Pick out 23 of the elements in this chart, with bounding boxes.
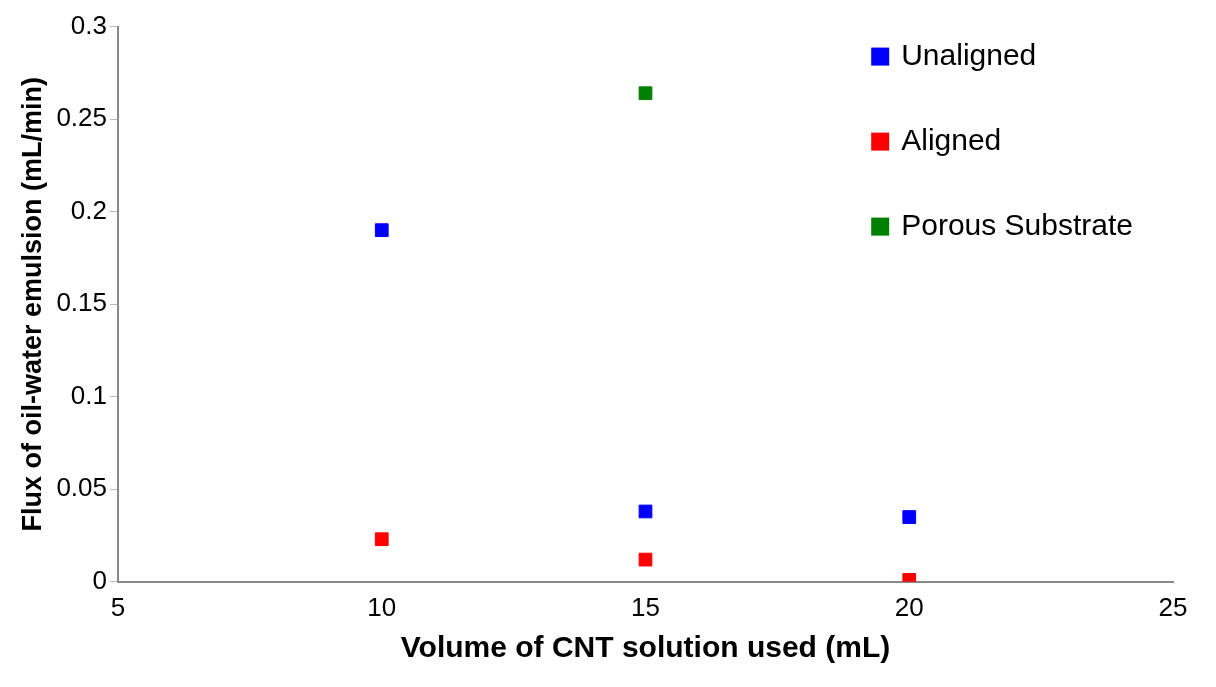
y-tick-label: 0.15 [56,287,107,318]
y-tick-label: 0.1 [70,379,107,410]
legend-label: Aligned [901,122,1002,156]
y-tick-label: 0.2 [70,194,107,225]
x-tick-label: 10 [367,591,397,622]
y-tick-label: 0 [92,564,107,595]
x-axis-title: Volume of CNT solution used (mL) [400,630,891,664]
point [638,86,653,101]
y-tick-label: 0.3 [70,9,107,40]
y-axis-title: Flux of oil-water emulsion (mL/min) [16,76,47,532]
y-tick-label: 0.05 [56,472,107,503]
point [374,532,389,547]
point [638,552,653,567]
legend-label: Porous Substrate [901,207,1133,241]
x-tick-label: 5 [110,591,126,622]
point [902,510,917,524]
y-tick-label: 0.25 [56,102,107,133]
point [638,504,653,519]
legend-label: Unaligned [901,37,1037,71]
x-tick-label: 25 [1158,591,1188,622]
x-tick-label: 15 [631,591,660,622]
x-tick-label: 20 [894,591,924,622]
point [374,223,389,238]
